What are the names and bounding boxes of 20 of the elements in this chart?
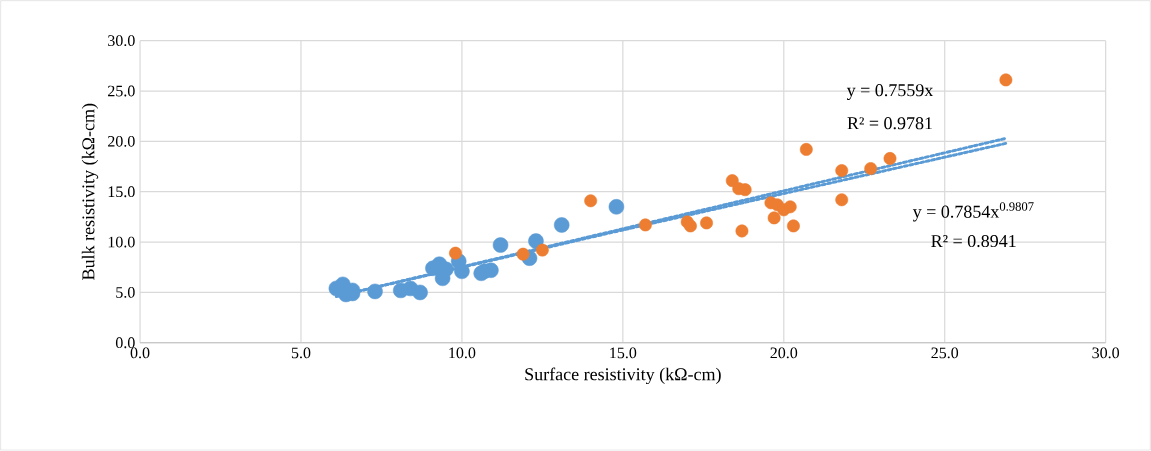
x-axis-title: Surface resistivity (kΩ-cm) (525, 367, 721, 385)
annotation: y = 0.7854x$^{0.9807}$ (912, 202, 1034, 222)
y-axis-title: Bulk resistivity (kΩ-cm) (81, 103, 99, 280)
annotation: R² = 0.8941 (931, 235, 1016, 248)
y-tick-label: 5.0 (116, 287, 135, 298)
x-tick-label: 25.0 (931, 347, 959, 359)
y-tick-label: 30.0 (108, 35, 135, 47)
y-tick-label: 15.0 (108, 186, 135, 198)
x-tick-label: 0.0 (130, 347, 150, 359)
annotation: y = 0.7559x (846, 84, 934, 101)
x-tick-label: 20.0 (770, 347, 798, 359)
x-tick-label: 30.0 (1092, 347, 1120, 359)
x-tick-label: 5.0 (291, 347, 311, 359)
y-tick-label: 20.0 (108, 136, 135, 147)
x-tick-label: 10.0 (449, 347, 476, 359)
y-tick-label: 0.0 (115, 337, 135, 349)
x-tick-label: 15.0 (610, 347, 637, 359)
y-tick-label: 25.0 (108, 85, 135, 97)
annotation: R² = 0.9781 (847, 117, 932, 130)
y-tick-label: 10.0 (108, 236, 135, 248)
